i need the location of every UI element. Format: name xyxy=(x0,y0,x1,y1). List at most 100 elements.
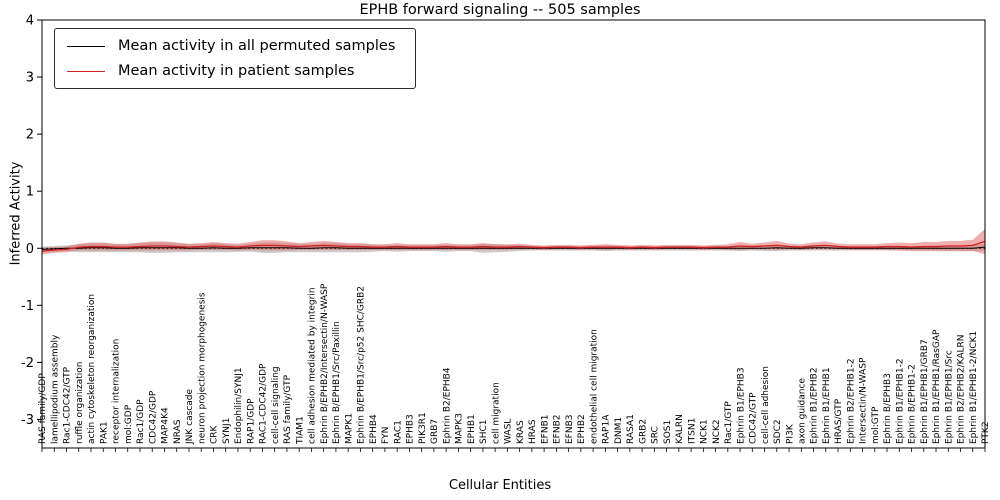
x-tick-label: RAS family/GDP xyxy=(38,373,48,444)
legend-item-patient: Mean activity in patient samples xyxy=(67,63,395,79)
x-tick-label: Ephrin B/EPHB2/Intersectin/N-WASP xyxy=(320,283,330,444)
x-tick-label: RAC1-CDC42/GDP xyxy=(259,363,269,444)
x-tick-label: cell-cell signaling xyxy=(271,366,281,444)
x-tick-label: WASL xyxy=(504,419,514,444)
x-tick-label: JNK cascade xyxy=(185,389,195,445)
y-tick-label: 4 xyxy=(26,14,34,29)
x-tick-label: EPHB4 xyxy=(369,414,379,444)
x-tick-label: Ephrin B/EPHB1/Src/Paxillin xyxy=(332,321,342,444)
x-tick-label: SDC2 xyxy=(773,419,783,444)
x-tick-label: GRB2 xyxy=(638,419,648,444)
x-tick-label: RAC1 xyxy=(393,420,403,444)
x-tick-label: EPHB1 xyxy=(467,414,477,444)
x-tick-label: Rac1/GDP xyxy=(136,399,146,444)
x-tick-label: DNM1 xyxy=(614,417,624,444)
x-tick-label: GRB7 xyxy=(430,419,440,444)
x-tick-label: Ephrin B/EPHB3 xyxy=(883,373,893,444)
x-tick-label: Ephrin B1/EPHB1-2/NCK1 xyxy=(969,331,979,444)
x-tick-label: Ephrin B1/EPHB3 xyxy=(736,367,746,444)
x-tick-label: mol:GDP xyxy=(124,404,134,444)
legend-swatch-1 xyxy=(67,70,105,72)
chart-title: EPHB forward signaling -- 505 samples xyxy=(359,2,641,18)
x-tick-label: MAPK3 xyxy=(455,413,465,444)
y-tick-label: -1 xyxy=(21,299,34,314)
x-tick-label: neuron projection morphogenesis xyxy=(197,292,207,444)
x-tick-label: NCK2 xyxy=(712,419,722,444)
x-tick-label: Ephrin B1/EPHB1-2 xyxy=(895,358,905,444)
legend-label-patient: Mean activity in patient samples xyxy=(118,63,355,79)
x-tick-label: FYN xyxy=(381,427,391,444)
legend: Mean activity in all permuted samples Me… xyxy=(54,28,417,89)
x-tick-label: Ephrin B2/EPHB2/KALRN xyxy=(957,334,967,444)
x-tick-label: RAS family/GTP xyxy=(283,374,293,444)
x-tick-label: CRK xyxy=(210,424,220,444)
y-axis-label: Inferred Activity xyxy=(8,161,24,266)
x-tick-label: PI3K xyxy=(785,423,795,444)
x-tick-label: EPHB3 xyxy=(406,414,416,444)
x-tick-label: SOS1 xyxy=(663,420,673,444)
x-tick-label: SHC1 xyxy=(479,420,489,445)
x-tick-label: MAP4K4 xyxy=(161,407,171,444)
x-tick-label: HRAS xyxy=(528,419,538,444)
x-tick-label: Ephrin B/EPHB1/Src/p52 SHC/GRB2 xyxy=(357,286,367,444)
x-axis-label: Cellular Entities xyxy=(448,478,552,493)
x-tick-label: cell adhesion mediated by integrin xyxy=(308,287,318,444)
x-tick-label: PAK1 xyxy=(99,421,109,444)
x-tick-label: HRAS/GTP xyxy=(834,398,844,444)
x-tick-label: actin cytoskeleton reorganization xyxy=(87,294,97,444)
y-tick-label: 3 xyxy=(26,71,34,86)
x-tick-label: axon guidance xyxy=(797,378,807,444)
x-tick-label: endothelial cell migration xyxy=(589,329,599,444)
x-tick-label: Intersectin/N-WASP xyxy=(859,357,869,444)
legend-label-permuted: Mean activity in all permuted samples xyxy=(118,38,396,54)
x-tick-label: cell migration xyxy=(491,382,501,444)
x-tick-label: EFNB2 xyxy=(553,415,563,445)
x-tick-label: Ephrin B1/EPHB2 xyxy=(810,367,820,444)
x-tick-label: Rac1/GTP xyxy=(724,401,734,444)
y-tick-label: 1 xyxy=(26,185,34,200)
x-tick-label: cell-cell adhesion xyxy=(761,366,771,444)
x-tick-label: RAP1/GDP xyxy=(246,398,256,444)
x-tick-label: TIAM1 xyxy=(295,416,305,445)
x-tick-label: MAPK1 xyxy=(344,413,354,444)
x-tick-label: Ephrin B1/EPHB1/Src xyxy=(944,350,954,444)
x-tick-label: ruffle organization xyxy=(75,362,85,444)
x-tick-label: NRAS xyxy=(173,419,183,444)
x-tick-label: EFNB1 xyxy=(540,415,550,445)
x-tick-label: CDC42/GDP xyxy=(148,390,158,444)
x-tick-label: mol:GTP xyxy=(871,406,881,444)
x-tick-label: receptor internalization xyxy=(112,339,122,444)
series-line-1 xyxy=(41,240,986,252)
x-tick-label: Ephrin B1/EPHB1/RasGAP xyxy=(932,329,942,444)
x-tick-label: NCK1 xyxy=(700,419,710,444)
x-tick-label: KALRN xyxy=(675,414,685,444)
x-tick-label: Ephrin B1/EPHB1/GRB7 xyxy=(920,339,930,444)
x-tick-label: RAP1A xyxy=(602,414,612,444)
series-line-0 xyxy=(41,246,986,250)
x-tick-label: Ephrin B1/EPHB1 xyxy=(822,367,832,444)
x-tick-label: Ephrin B/EPHB1-2 xyxy=(908,364,918,444)
x-tick-label: Rac1-CDC42/GTP xyxy=(63,366,73,444)
legend-item-permuted: Mean activity in all permuted samples xyxy=(67,38,395,54)
x-tick-label: PIK3R1 xyxy=(418,412,428,444)
x-tick-label: EFNB3 xyxy=(565,415,575,445)
x-tick-label: ITSN1 xyxy=(687,418,697,444)
x-tick-label: CDC42/GTP xyxy=(749,392,759,444)
x-tick-label: KRAS xyxy=(516,420,526,444)
y-tick-label: -3 xyxy=(21,413,34,428)
x-tick-label: PTK2 xyxy=(981,421,991,444)
x-tick-label: EPHB2 xyxy=(577,414,587,444)
x-tick-label: lamellipodium assembly xyxy=(50,334,60,444)
y-tick-label: -2 xyxy=(21,356,34,371)
plot-frame xyxy=(41,19,986,449)
legend-swatch-0 xyxy=(67,45,105,47)
x-tick-label: Ephrin B2/EPHB1-2 xyxy=(846,358,856,444)
x-tick-label: RASA1 xyxy=(626,414,636,444)
x-tick-label: SRC xyxy=(651,426,661,444)
y-tick-label: 0 xyxy=(26,242,34,257)
y-tick-label: 2 xyxy=(26,128,34,143)
x-tick-label: Ephrin B2/EPHB4 xyxy=(442,367,452,444)
x-tick-label: Endophilin/SYNJ1 xyxy=(234,367,244,444)
x-tick-label: SYNJ1 xyxy=(222,418,232,444)
